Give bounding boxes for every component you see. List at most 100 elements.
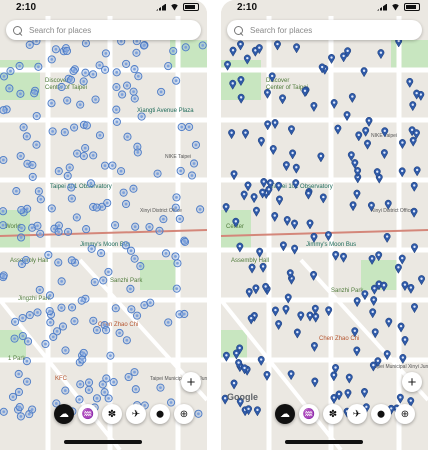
map-marker[interactable] [21, 256, 31, 265]
map-pin[interactable] [371, 328, 379, 339]
map-pin[interactable] [272, 306, 279, 317]
map-marker[interactable] [121, 199, 131, 209]
map-marker[interactable] [132, 48, 141, 57]
map-marker[interactable] [180, 309, 189, 319]
map-marker[interactable] [61, 346, 70, 355]
map-pin[interactable] [365, 117, 373, 128]
map-pin[interactable] [259, 262, 267, 273]
map-marker[interactable] [99, 276, 108, 285]
map-pin[interactable] [375, 251, 383, 262]
map-marker[interactable] [131, 222, 140, 231]
map-pin[interactable] [401, 336, 409, 347]
map-pin[interactable] [247, 314, 255, 325]
map-marker[interactable] [0, 155, 8, 165]
map-pin[interactable] [235, 359, 243, 370]
map-pin[interactable] [380, 281, 388, 292]
map-pin[interactable] [301, 87, 309, 98]
map-pin[interactable] [394, 263, 402, 274]
map-marker[interactable] [49, 332, 58, 341]
map-pin[interactable] [385, 317, 393, 328]
map-marker[interactable] [67, 194, 76, 203]
map-marker[interactable] [122, 336, 131, 345]
map-pin[interactable] [297, 311, 305, 322]
map-marker[interactable] [14, 387, 23, 397]
map-marker[interactable] [60, 128, 69, 137]
map-pin[interactable] [383, 350, 391, 361]
map-marker[interactable] [127, 305, 136, 314]
map-marker[interactable] [81, 39, 90, 48]
map-marker[interactable] [131, 385, 140, 394]
map-pin[interactable] [381, 127, 389, 138]
map-pin[interactable] [340, 52, 348, 63]
map-pin[interactable] [306, 219, 314, 230]
map-pin[interactable] [377, 49, 385, 60]
map-marker[interactable] [139, 41, 148, 50]
map-marker[interactable] [176, 166, 185, 175]
map-pin[interactable] [275, 181, 283, 192]
map-marker[interactable] [47, 204, 56, 213]
map-marker[interactable] [70, 317, 79, 326]
map-pin[interactable] [409, 136, 417, 147]
map-marker[interactable] [34, 62, 43, 71]
plane-button[interactable]: ✈ [126, 404, 146, 424]
map-pin[interactable] [229, 79, 237, 90]
map-pin[interactable] [332, 364, 339, 375]
map-pin[interactable] [369, 308, 377, 319]
map-marker[interactable] [53, 327, 62, 336]
map-pin[interactable] [330, 99, 338, 110]
map-pin[interactable] [237, 40, 244, 51]
map-pin[interactable] [347, 151, 355, 162]
map-pin[interactable] [319, 193, 327, 204]
map-pin[interactable] [253, 206, 260, 217]
map-marker[interactable] [167, 398, 176, 407]
map-marker[interactable] [92, 394, 102, 403]
map-pin[interactable] [228, 129, 236, 140]
map-pin[interactable] [230, 170, 238, 181]
map-marker[interactable] [92, 326, 101, 335]
map-marker[interactable] [102, 326, 111, 335]
map-marker[interactable] [45, 291, 55, 300]
map-pin[interactable] [253, 406, 261, 417]
map-marker[interactable] [122, 81, 132, 90]
map-marker[interactable] [57, 82, 66, 92]
map-pin[interactable] [401, 281, 409, 292]
map-pin[interactable] [291, 244, 299, 255]
map-marker[interactable] [64, 227, 73, 236]
map-pin[interactable] [241, 364, 248, 375]
map-pin[interactable] [398, 167, 406, 178]
map-marker[interactable] [81, 144, 90, 153]
map-marker[interactable] [115, 328, 124, 338]
map-marker[interactable] [133, 311, 142, 320]
map-marker[interactable] [112, 83, 121, 92]
map-marker[interactable] [58, 322, 68, 331]
map-marker[interactable] [16, 412, 25, 421]
map-pin[interactable] [266, 179, 274, 190]
map-marker[interactable] [0, 407, 8, 416]
map-marker[interactable] [89, 151, 98, 160]
map-marker[interactable] [91, 95, 100, 104]
map-marker[interactable] [63, 171, 72, 180]
map-marker[interactable] [18, 331, 27, 341]
map-pin[interactable] [354, 167, 362, 178]
map-marker[interactable] [35, 285, 44, 294]
map-pin[interactable] [283, 216, 291, 227]
map-marker[interactable] [153, 169, 162, 178]
search-input[interactable] [29, 25, 179, 35]
map-pin[interactable] [353, 189, 361, 200]
map-pin[interactable] [288, 125, 295, 136]
map-marker[interactable] [196, 205, 205, 214]
map-marker[interactable] [112, 105, 121, 114]
map-pin[interactable] [222, 203, 230, 214]
map-marker[interactable] [5, 84, 14, 93]
map-pin[interactable] [242, 129, 249, 140]
map-pin[interactable] [373, 168, 381, 179]
map-marker[interactable] [17, 223, 26, 233]
map-pin[interactable] [395, 37, 403, 48]
map-pin[interactable] [271, 119, 279, 130]
map-marker[interactable] [17, 233, 26, 242]
map-marker[interactable] [164, 62, 173, 71]
map-marker[interactable] [0, 72, 9, 81]
map-marker[interactable] [41, 339, 50, 349]
map-marker[interactable] [66, 75, 76, 84]
map-pin[interactable] [413, 129, 420, 140]
